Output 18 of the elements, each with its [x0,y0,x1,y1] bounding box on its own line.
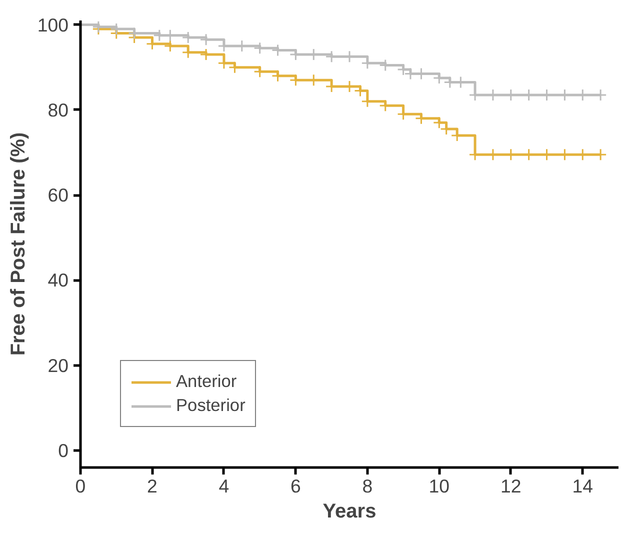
legend-label: Anterior [176,371,237,392]
x-tick-label: 8 [362,476,373,496]
x-tick-label: 2 [147,476,158,496]
y-tick-label: 40 [48,270,69,291]
x-axis-title: Years [322,500,376,522]
y-tick-label: 0 [58,440,69,461]
x-tick-label: 4 [218,476,230,496]
x-tick-label: 14 [572,476,594,496]
x-tick-label: 12 [500,476,522,496]
y-tick-label: 80 [48,99,69,120]
y-tick-label: 60 [48,184,69,206]
y-tick-label: 100 [37,14,69,36]
x-tick-label: 10 [428,476,450,496]
x-tick-label: 6 [290,476,301,496]
legend-label: Posterior [176,395,246,416]
x-tick-label: 0 [75,476,86,496]
y-tick-label: 20 [48,354,69,376]
y-axis-title: Free of Post Failure (%) [7,132,30,356]
